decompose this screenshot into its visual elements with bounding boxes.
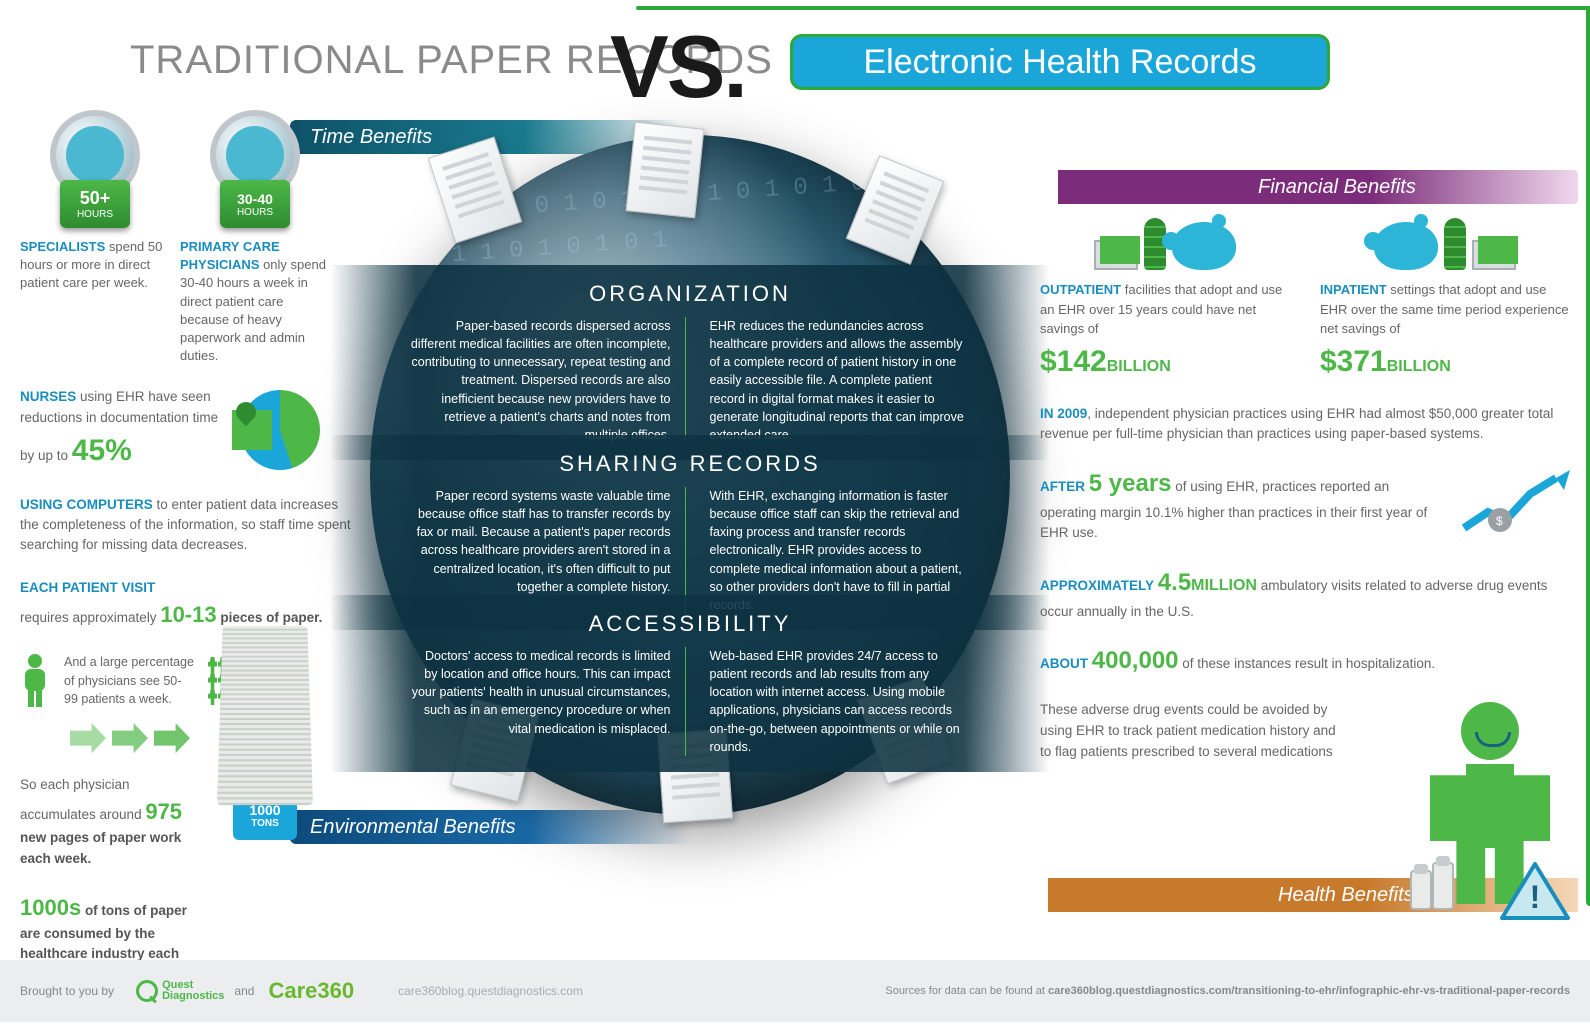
band-organization: ORGANIZATION Paper-based records dispers… bbox=[330, 265, 1050, 460]
after5-item: AFTER 5 years of using EHR, practices re… bbox=[1040, 465, 1570, 544]
band-right: Web-based EHR provides 24/7 access to pa… bbox=[706, 647, 971, 756]
banner-financial: Financial Benefits bbox=[1058, 170, 1578, 204]
right-column: OUTPATIENT facilities that adopt and use… bbox=[1040, 200, 1570, 762]
paper-chip bbox=[625, 122, 704, 219]
band-right: EHR reduces the redundancies across heal… bbox=[706, 317, 971, 444]
pie-chart-icon bbox=[240, 390, 320, 470]
svg-text:!: ! bbox=[1530, 879, 1541, 915]
badge-value: 30-40 bbox=[237, 191, 273, 207]
footer-and: and bbox=[234, 984, 254, 998]
left-column: 50+ HOURS SPECIALISTS spend 50 hours or … bbox=[20, 110, 360, 1025]
growth-arrow-icon: $ bbox=[1460, 470, 1570, 540]
title-ehr-pill: Electronic Health Records bbox=[790, 34, 1330, 90]
nurses-item: NURSES using EHR have seen reductions in… bbox=[20, 387, 360, 473]
approx-item: APPROXIMATELY 4.5MILLION ambulatory visi… bbox=[1040, 564, 1570, 622]
computers-item: USING COMPUTERS to enter patient data in… bbox=[20, 495, 360, 556]
band-left: Paper-based records dispersed across dif… bbox=[410, 317, 686, 444]
piggy-cash-icon bbox=[1320, 200, 1570, 270]
band-title: ORGANIZATION bbox=[410, 281, 970, 307]
about-item: ABOUT 400,000 of these instances result … bbox=[1040, 642, 1570, 679]
pill-bottles-icon bbox=[1410, 862, 1460, 918]
band-accessibility: ACCESSIBILITY Doctors' access to medical… bbox=[330, 595, 1050, 772]
clock-specialists: 50+ HOURS SPECIALISTS spend 50 hours or … bbox=[20, 110, 170, 365]
sphere-zone: ORGANIZATION Paper-based records dispers… bbox=[370, 135, 1010, 815]
footer-sources: Sources for data can be found at care360… bbox=[885, 985, 1570, 997]
band-left: Doctors' access to medical records is li… bbox=[410, 647, 686, 756]
warning-icon: ! bbox=[1500, 862, 1570, 922]
quest-logo: QuestDiagnostics bbox=[136, 980, 224, 1002]
calendar-badge: 50+ HOURS bbox=[60, 180, 130, 228]
care360-logo: Care360 bbox=[268, 978, 354, 1004]
footer-by: Brought to you by bbox=[20, 984, 114, 998]
badge-unit: HOURS bbox=[77, 209, 113, 220]
primary-care-text: PRIMARY CARE PHYSICIANS only spend 30-40… bbox=[180, 238, 330, 365]
patient-figure-icon: ! bbox=[1420, 702, 1560, 922]
badge-unit: HOURS bbox=[237, 207, 273, 218]
calendar-badge: 30-40 HOURS bbox=[220, 180, 290, 228]
band-title: SHARING RECORDS bbox=[410, 451, 970, 477]
paper-stack-icon: 1000TONS bbox=[200, 620, 330, 840]
badge-value: 50+ bbox=[80, 188, 111, 209]
outpatient-block: OUTPATIENT facilities that adopt and use… bbox=[1040, 200, 1290, 384]
inpatient-block: INPATIENT settings that adopt and use EH… bbox=[1320, 200, 1570, 384]
footer: Brought to you by QuestDiagnostics and C… bbox=[0, 960, 1590, 1022]
specialists-text: SPECIALISTS spend 50 hours or more in di… bbox=[20, 238, 170, 293]
band-title: ACCESSIBILITY bbox=[410, 611, 970, 637]
svg-text:$: $ bbox=[1496, 514, 1503, 528]
piggy-coins-icon bbox=[1040, 200, 1290, 270]
accumulates-item: So each physician accumulates around 975… bbox=[20, 775, 200, 869]
vs-text: VS. bbox=[610, 16, 746, 118]
header: TRADITIONAL PAPER RECORDS VS. Electronic… bbox=[0, 20, 1590, 100]
in2009-item: IN 2009, independent physician practices… bbox=[1040, 404, 1570, 446]
footer-url: care360blog.questdiagnostics.com bbox=[398, 984, 583, 998]
clock-primary-care: 30-40 HOURS PRIMARY CARE PHYSICIANS only… bbox=[180, 110, 330, 365]
person-icon bbox=[20, 653, 50, 709]
avoid-item: These adverse drug events could be avoid… bbox=[1040, 700, 1350, 763]
right-border bbox=[1586, 6, 1590, 906]
top-border bbox=[636, 6, 1590, 10]
